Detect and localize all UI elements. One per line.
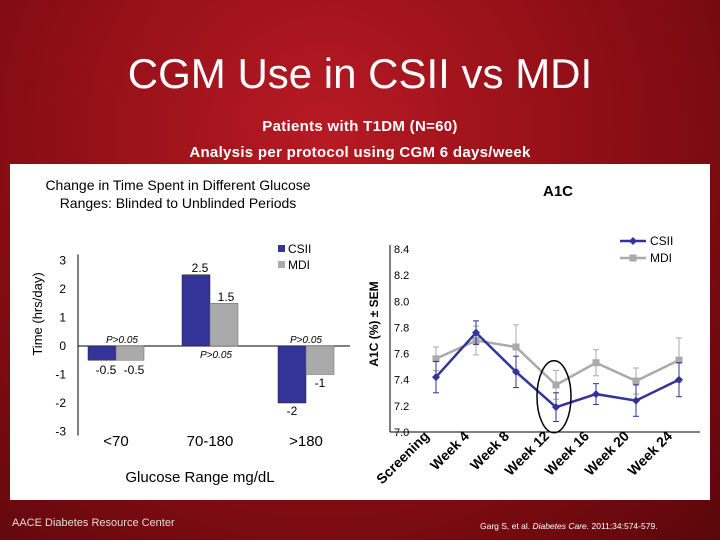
line-y-tick-label: 7.4 xyxy=(394,375,409,387)
line-csii xyxy=(435,330,680,409)
chart-panel: Change in Time Spent in Different Glucos… xyxy=(10,164,710,500)
point-mdi xyxy=(675,356,683,364)
bar-chart-title-1: Change in Time Spent in Different Glucos… xyxy=(45,177,310,193)
bar-y-axis-label: Time (hrs/day) xyxy=(30,272,45,355)
bar-csii xyxy=(181,274,211,347)
bar-csii xyxy=(87,345,117,361)
citation-prefix: Garg S, et al. xyxy=(480,521,533,531)
p-value-annotation: P>0.05 xyxy=(200,350,232,361)
bar-y-tick-label: -1 xyxy=(55,368,66,382)
bar-y-tick-label: 3 xyxy=(59,254,66,268)
legend-csii-label: CSII xyxy=(288,242,311,256)
point-mdi xyxy=(592,359,600,367)
bar-x-tick-label: <70 xyxy=(103,433,128,450)
point-mdi xyxy=(432,355,440,363)
point-mdi xyxy=(512,343,520,351)
line-legend-mdi-marker xyxy=(629,254,637,262)
line-y-axis-label: A1C (%) ± SEM xyxy=(367,281,381,366)
point-csii xyxy=(432,373,440,382)
slide-title: CGM Use in CSII vs MDI xyxy=(127,50,593,97)
point-csii xyxy=(552,403,560,412)
line-legend-mdi-label: MDI xyxy=(650,251,672,265)
point-csii xyxy=(592,390,600,399)
line-y-tick-label: 8.2 xyxy=(394,270,409,282)
point-mdi xyxy=(552,381,560,389)
bar-csii xyxy=(277,345,307,404)
bar-x-tick-label: >180 xyxy=(289,433,323,450)
point-csii xyxy=(675,375,683,384)
bar-data-label: -0.5 xyxy=(96,363,117,377)
point-csii xyxy=(632,396,640,405)
bar-chart: 3 2 1 0 -1 -2 -3 <70 70-180 >180 -0.5 -0.5 2.5 1.5 -2 -… xyxy=(55,242,350,450)
citation-suffix: 2011;34:574-579. xyxy=(589,521,658,531)
line-y-tick-label: 8.4 xyxy=(394,244,409,256)
bar-x-tick-label: 70-180 xyxy=(187,433,234,450)
bar-y-tick-label: -2 xyxy=(55,396,66,410)
legend-mdi-swatch xyxy=(278,261,285,268)
charts-svg: Change in Time Spent in Different Glucos… xyxy=(30,177,700,487)
line-y-tick-label: 7.2 xyxy=(394,401,409,413)
line-x-tick-label: Week 20 xyxy=(581,428,632,479)
line-legend-csii-label: CSII xyxy=(650,234,673,248)
bar-mdi xyxy=(305,345,335,375)
point-csii xyxy=(512,367,520,376)
bar-y-tick-label: 1 xyxy=(59,311,66,325)
line-y-tick-label: 7.0 xyxy=(394,427,409,439)
legend-csii-swatch xyxy=(278,245,285,252)
bar-y-tick-label: 0 xyxy=(59,339,66,353)
week-12-highlight-ellipse xyxy=(536,359,572,434)
citation: Garg S, et al. Diabetes Care. 2011;34:57… xyxy=(480,521,658,531)
line-x-tick-label: Week 4 xyxy=(427,428,472,473)
citation-journal: Diabetes Care. xyxy=(532,521,590,531)
subtitle-line-1: Patients with T1DM (N=60) xyxy=(262,118,458,135)
bar-mdi xyxy=(209,303,239,347)
point-csii xyxy=(472,328,480,337)
bar-data-label: 1.5 xyxy=(218,290,235,304)
point-mdi xyxy=(632,377,640,385)
line-chart-title: A1C xyxy=(543,183,573,200)
bar-data-label: -2 xyxy=(287,404,298,418)
legend-mdi-label: MDI xyxy=(288,258,310,272)
bar-data-label: -0.5 xyxy=(124,363,145,377)
line-y-tick-label: 8.0 xyxy=(394,296,409,308)
line-y-tick-label: 7.6 xyxy=(394,349,409,361)
bar-data-label: -1 xyxy=(315,376,326,390)
footer-brand: AACE Diabetes Resource Center xyxy=(12,517,175,529)
bar-x-axis-label: Glucose Range mg/dL xyxy=(125,469,274,486)
line-y-tick-label: 7.8 xyxy=(394,322,409,334)
p-value-annotation: P>0.05 xyxy=(290,335,322,346)
bar-mdi xyxy=(115,345,145,361)
bar-data-label: 2.5 xyxy=(192,261,209,275)
line-x-tick-label: Week 24 xyxy=(624,428,675,479)
line-legend-csii-marker xyxy=(629,237,637,245)
bar-chart-title-2: Ranges: Blinded to Unblinded Periods xyxy=(60,195,297,211)
subtitle-line-2: Analysis per protocol using CGM 6 days/w… xyxy=(189,144,531,161)
line-mdi xyxy=(435,339,680,387)
p-value-annotation: P>0.05 xyxy=(106,335,138,346)
bar-y-tick-label: -3 xyxy=(55,425,66,439)
bar-y-tick-label: 2 xyxy=(59,282,66,296)
